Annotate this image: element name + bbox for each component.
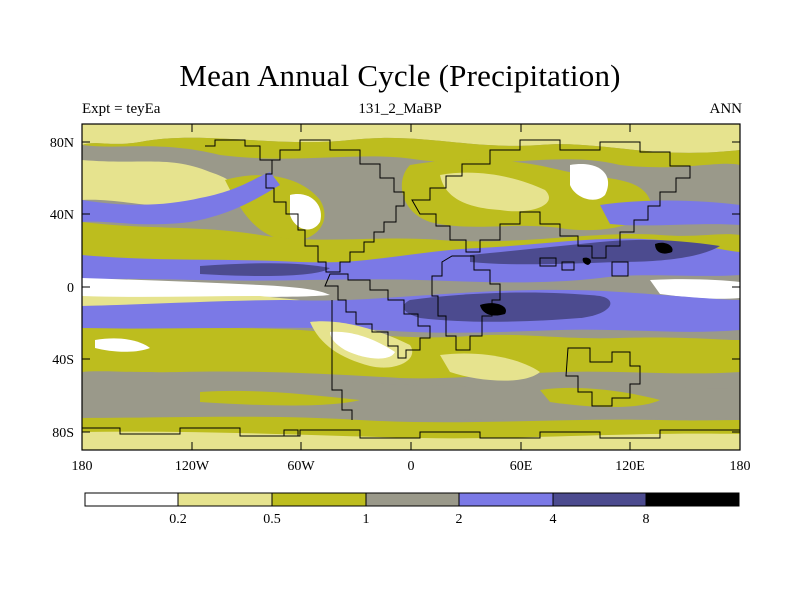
colorbar-label-4: 2 <box>456 512 463 527</box>
field-n-pacific <box>82 160 236 207</box>
field-s-pacific-dry <box>95 338 150 352</box>
colorbar-box-7 <box>646 493 739 506</box>
field-eq-dry-east <box>650 279 740 299</box>
field-max-sea <box>582 257 591 265</box>
field-s-convergence <box>403 292 611 322</box>
coast-island-4 <box>561 261 575 271</box>
field-max-indian <box>480 303 506 316</box>
coast-north-america <box>205 139 405 273</box>
colorbar-box-4 <box>366 493 459 506</box>
field-north-polar <box>82 124 740 153</box>
coast-south-america <box>324 273 431 359</box>
field-max-wp <box>655 242 673 254</box>
coast-antarctica <box>82 427 740 439</box>
field-north-band-1 <box>82 137 740 168</box>
field-s-indian-patch <box>540 387 660 407</box>
field-africa-light <box>440 353 540 381</box>
lon-label-60w: 60W <box>287 459 315 474</box>
lon-label-180e: 180 <box>730 459 751 474</box>
colorbar-box-3 <box>272 493 366 506</box>
precipitation-field <box>82 124 740 450</box>
colorbar-box-2 <box>178 493 272 506</box>
coast-island-2 <box>539 257 557 267</box>
season-label: ANN <box>709 101 743 117</box>
field-eq-light <box>82 296 300 306</box>
coastlines <box>82 139 740 439</box>
lat-label-40s: 40S <box>52 353 74 368</box>
colorbar-label-1: 0.2 <box>169 512 187 527</box>
colorbar-box-1 <box>85 493 178 506</box>
coast-australia <box>565 347 641 407</box>
lon-label-180w: 180 <box>72 459 93 474</box>
colorbar-box-5 <box>459 493 553 506</box>
field-n-pacific-storm <box>600 200 740 226</box>
field-n-storm-track <box>82 172 280 225</box>
colorbar-label-6: 8 <box>643 512 650 527</box>
coast-island-1 <box>283 429 299 437</box>
field-eurasia-light <box>440 172 549 212</box>
field-s-america-dry <box>330 331 395 359</box>
colorbar-label-3: 1 <box>363 512 370 527</box>
lat-label-40n: 40N <box>50 208 74 223</box>
lon-label-120w: 120W <box>175 459 210 474</box>
field-s-storm-track <box>82 372 740 421</box>
run-label: 131_2_MaBP <box>358 101 442 117</box>
lon-axis: 180 120W 60W 0 60E 120E 180 <box>72 124 751 474</box>
lon-label-0: 0 <box>408 459 415 474</box>
experiment-label: Expt = teyEa <box>82 101 161 117</box>
field-eq-dry-pacific <box>82 278 330 299</box>
colorbar-label-2: 0.5 <box>263 512 281 527</box>
field-s-ocean-patch <box>200 390 360 406</box>
colorbar-label-5: 4 <box>550 512 557 527</box>
coast-patagonia <box>331 300 353 420</box>
plot-title: Mean Annual Cycle (Precipitation) <box>179 58 621 93</box>
field-asia-dry <box>570 164 609 200</box>
colorbar-box-6 <box>553 493 646 506</box>
lat-axis: 80N 40N 0 40S 80S <box>50 136 740 441</box>
field-itcz-core-pacific <box>200 263 330 276</box>
coast-africa <box>431 255 501 351</box>
colorbar: 0.2 0.5 1 2 4 8 <box>84 492 740 527</box>
lat-label-80s: 80S <box>52 426 74 441</box>
lon-label-120e: 120E <box>615 459 645 474</box>
lat-label-80n: 80N <box>50 136 74 151</box>
coast-eurasia <box>411 139 691 259</box>
colorbar-frame <box>84 492 740 507</box>
lon-label-60e: 60E <box>510 459 533 474</box>
coast-island-3 <box>611 261 629 277</box>
lat-label-eq: 0 <box>67 281 74 296</box>
